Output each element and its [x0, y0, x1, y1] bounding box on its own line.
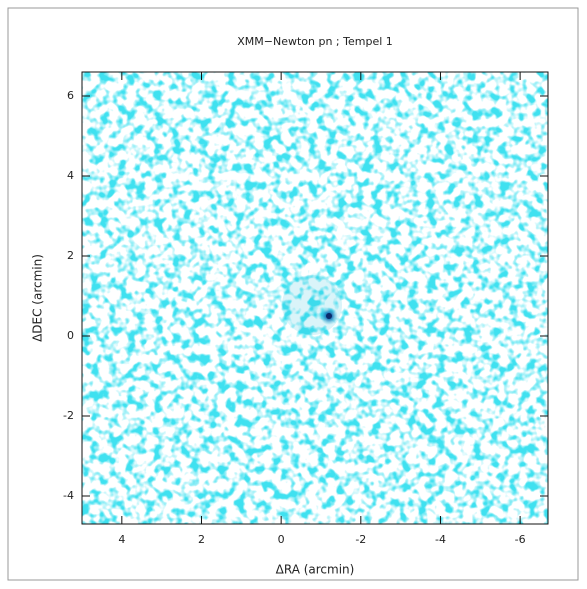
- chart-title: XMM−Newton pn ; Tempel 1: [237, 35, 393, 48]
- y-tick-label: 0: [67, 329, 74, 342]
- x-tick-label: -4: [435, 533, 446, 546]
- y-tick-label: -4: [63, 489, 74, 502]
- x-tick-label: 2: [198, 533, 205, 546]
- y-tick-label: 6: [67, 89, 74, 102]
- comet-nucleus: [326, 313, 332, 319]
- y-tick-label: 2: [67, 249, 74, 262]
- image-area: [81, 71, 549, 525]
- image-texture: [82, 72, 548, 524]
- x-tick-label: 0: [278, 533, 285, 546]
- y-axis-label: ΔDEC (arcmin): [31, 254, 45, 342]
- x-tick-label: -6: [515, 533, 526, 546]
- plot-frame: [81, 71, 549, 525]
- y-tick-label: -2: [63, 409, 74, 422]
- x-tick-label: -2: [355, 533, 366, 546]
- x-tick-label: 4: [118, 533, 125, 546]
- x-axis-label: ΔRA (arcmin): [276, 563, 355, 577]
- coma: [282, 275, 342, 335]
- y-tick-label: 4: [67, 169, 74, 182]
